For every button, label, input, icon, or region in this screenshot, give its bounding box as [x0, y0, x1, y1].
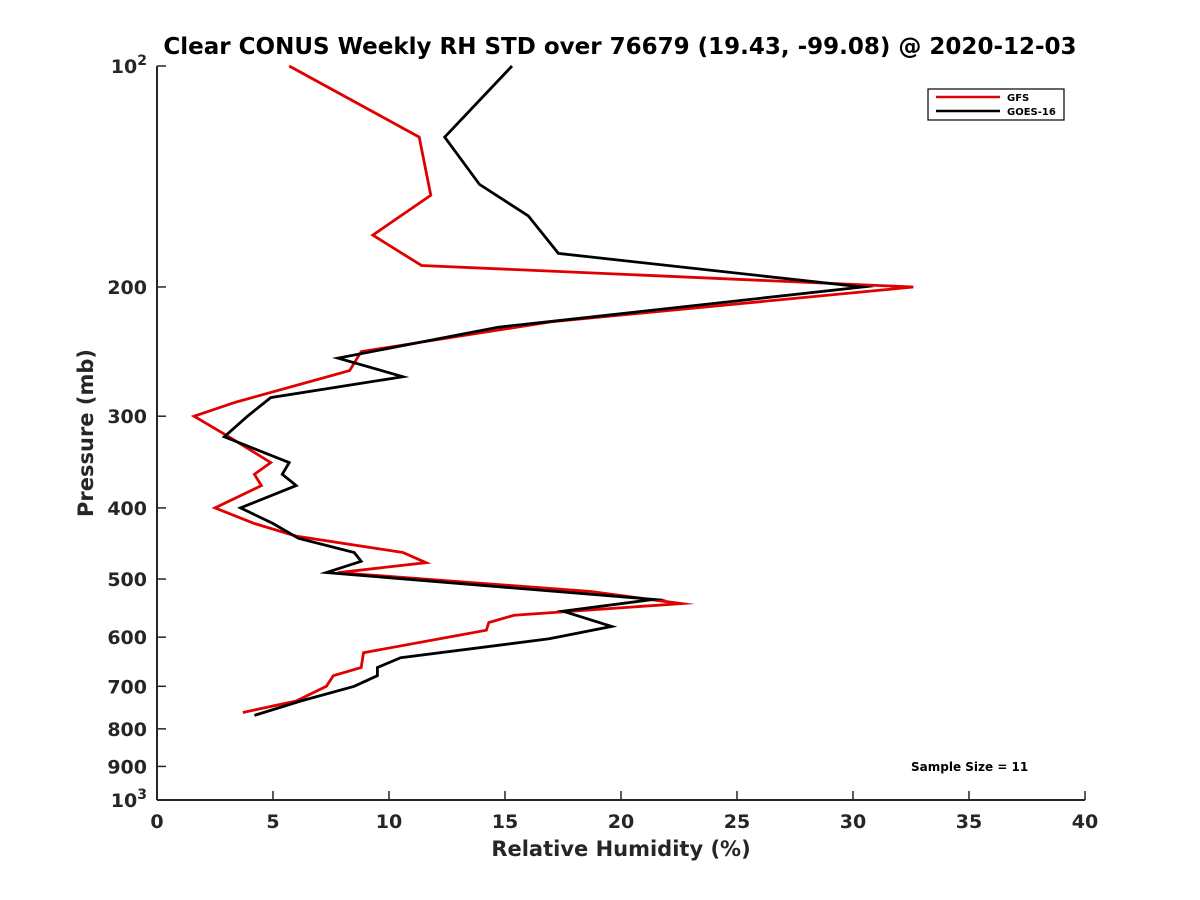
y-tick-label: 200 — [107, 277, 147, 299]
y-tick-label: 700 — [107, 676, 147, 698]
series-line-goes-16 — [221, 65, 876, 717]
legend: GFS GOES-16 — [927, 88, 1065, 121]
x-tick-label: 30 — [840, 811, 866, 833]
y-tick-label: 102 — [111, 53, 147, 78]
y-tick-label: 600 — [107, 627, 147, 649]
chart-title: Clear CONUS Weekly RH STD over 76679 (19… — [163, 34, 1076, 60]
x-tick-label: 0 — [150, 811, 163, 833]
x-tick-label: 25 — [724, 811, 750, 833]
legend-label-gfs: GFS — [1007, 93, 1029, 104]
x-tick-label: 40 — [1072, 811, 1098, 833]
x-tick-label: 15 — [492, 811, 518, 833]
x-axis-title: Relative Humidity (%) — [491, 837, 750, 861]
y-tick-label: 800 — [107, 719, 147, 741]
y-tick-label: 500 — [107, 569, 147, 591]
x-tick-label: 5 — [266, 811, 279, 833]
y-tick-label: 300 — [107, 406, 147, 428]
series-line-gfs — [190, 64, 914, 714]
x-tick-label: 35 — [956, 811, 982, 833]
y-tick-label: 900 — [107, 756, 147, 778]
x-tick-label: 10 — [376, 811, 402, 833]
sample-size-annotation: Sample Size = 11 — [911, 760, 1028, 774]
plot-lines — [190, 64, 914, 717]
legend-box — [927, 88, 1065, 121]
y-tick-label: 400 — [107, 498, 147, 520]
y-axis-title: Pressure (mb) — [74, 349, 98, 517]
y-ticks: 102 200 300 400 500 600 700 800 900 103 — [107, 53, 166, 812]
legend-label-goes-16: GOES-16 — [1007, 107, 1056, 118]
x-tick-label: 20 — [608, 811, 634, 833]
x-ticks: 0 5 10 15 20 25 30 35 40 — [150, 791, 1098, 833]
y-tick-label: 103 — [111, 787, 147, 812]
